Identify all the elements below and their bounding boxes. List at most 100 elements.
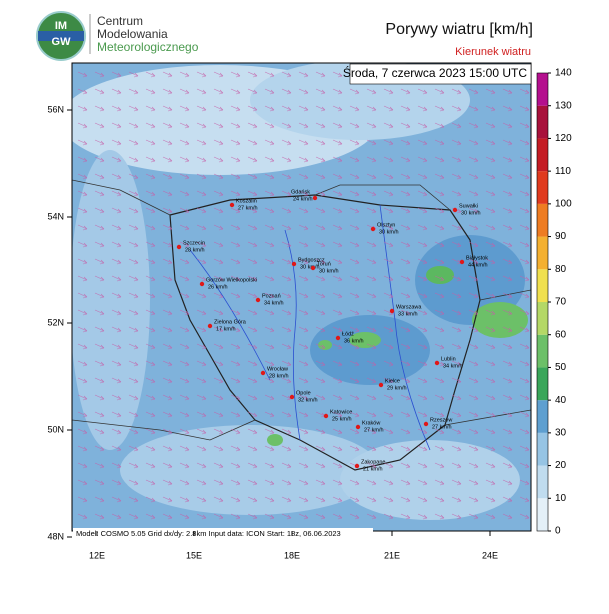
wind-arrow [298,173,309,180]
wind-arrow [213,122,224,129]
wind-arrow [162,309,173,316]
wind-arrow [400,360,411,367]
lat-label: 56N [47,104,64,114]
wind-arrow [111,207,122,214]
wind-arrow [77,309,88,316]
wind-arrow [383,479,394,486]
wind-arrow [366,275,377,282]
wind-arrow [111,445,122,452]
city-value: 28 km/h [185,247,205,253]
city-value: 30 km/h [300,264,320,270]
wind-arrow [281,513,292,520]
wind-arrow [281,139,292,146]
wind-arrow [434,241,445,248]
wind-arrow [298,241,309,248]
wind-arrow [162,258,173,265]
wind-arrow [315,207,326,214]
wind-arrow [264,309,275,316]
wind-arrow [519,496,530,503]
colorbar-band [537,302,548,335]
wind-arrow [281,224,292,231]
wind-arrow [230,394,241,401]
wind-arrow [179,496,190,503]
wind-arrow [400,479,411,486]
city-name: Kielce [385,378,400,384]
wind-arrow [179,105,190,112]
wind-arrow [315,496,326,503]
wind-arrow [264,326,275,333]
city-dot [355,424,361,430]
wind-arrow [230,445,241,452]
wind-arrow [213,292,224,299]
wind-arrow [298,122,309,129]
wind-arrow [332,445,343,452]
city-name: Bydgoszcz [298,257,325,263]
wind-arrow [179,173,190,180]
wind-arrow [77,377,88,384]
wind-arrow [315,428,326,435]
wind-arrow [213,462,224,469]
wind-arrow [94,139,105,146]
wind-arrow [247,445,258,452]
wind-arrow [230,105,241,112]
wind-arrow [519,462,530,469]
wind-arrow [417,445,428,452]
wind-arrow [77,105,88,112]
wind-arrow [247,360,258,367]
wind-arrow [179,445,190,452]
wind-arrow [451,394,462,401]
wind-arrow [145,462,156,469]
wind-arrow [366,394,377,401]
wind-arrow [281,445,292,452]
wind-arrow [111,105,122,112]
wind-arrow [230,224,241,231]
wind-arrow [315,479,326,486]
wind-arrow [434,479,445,486]
wind-arrow [519,394,530,401]
wind-arrow [213,156,224,163]
wind-arrow [332,241,343,248]
wind-arrow [332,326,343,333]
city-name: Opole [296,390,311,396]
wind-arrow [247,428,258,435]
wind-arrow [162,292,173,299]
wind-arrow [519,275,530,282]
wind-arrow [502,156,513,163]
wind-arrow [400,122,411,129]
wind-arrow [94,411,105,418]
wind-arrow [400,224,411,231]
wind-arrow [213,445,224,452]
wind-arrow [400,377,411,384]
wind-arrow [400,445,411,452]
city-value: 33 km/h [398,311,418,317]
wind-arrow [230,513,241,520]
city-value: 30 km/h [379,229,399,235]
wind-arrow [468,190,479,197]
wind-arrow [502,190,513,197]
colorbar-label: 140 [555,68,572,79]
wind-arrow [179,377,190,384]
wind-arrow [264,513,275,520]
wind-arrow [247,496,258,503]
wind-arrow [349,105,360,112]
wind-arrow [111,292,122,299]
wind-arrow [434,122,445,129]
wind-arrow [77,71,88,78]
wind-arrow [162,343,173,350]
wind-arrow [179,139,190,146]
wind-arrow [315,292,326,299]
wind-arrow [213,139,224,146]
wind-arrow [247,513,258,520]
wind-arrow [383,241,394,248]
wind-arrow [247,309,258,316]
wind-arrow [111,326,122,333]
wind-arrow [468,224,479,231]
wind-arrow [349,156,360,163]
wind-arrow [145,309,156,316]
wind-arrow [519,292,530,299]
wind-arrow [519,360,530,367]
wind-arrow [434,156,445,163]
wind-arrow [298,88,309,95]
wind-arrow [332,122,343,129]
wind-arrow [94,224,105,231]
